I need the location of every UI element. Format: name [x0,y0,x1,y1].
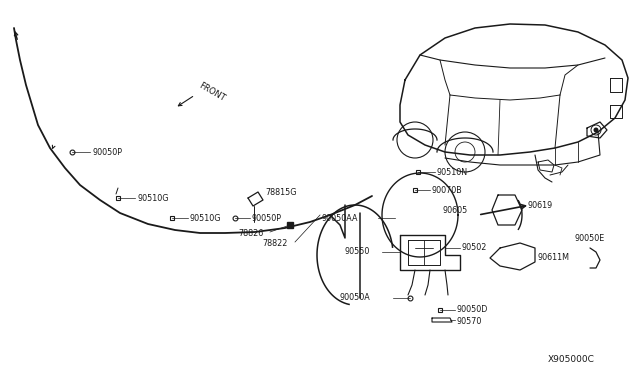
Text: 90510G: 90510G [137,193,168,202]
Text: 78826: 78826 [238,228,263,237]
Text: 90550: 90550 [345,247,371,257]
Text: 90611M: 90611M [538,253,570,263]
Text: 90510N: 90510N [437,167,468,176]
Text: 90605: 90605 [443,205,468,215]
Text: FRONT: FRONT [197,81,227,103]
Text: 90070B: 90070B [432,186,463,195]
Text: 90050AA: 90050AA [322,214,358,222]
Text: 90050P: 90050P [92,148,122,157]
Text: 90570: 90570 [457,317,483,327]
Text: 90050E: 90050E [575,234,605,243]
Text: 78822: 78822 [262,240,287,248]
Text: X905000C: X905000C [548,356,595,365]
Text: 90510G: 90510G [190,214,221,222]
Text: 90502: 90502 [462,244,488,253]
Text: 90619: 90619 [528,201,553,209]
Circle shape [593,128,598,132]
Text: 78815G: 78815G [265,187,296,196]
Text: 90050A: 90050A [340,294,371,302]
Text: 90050P: 90050P [252,214,282,222]
Text: 90050D: 90050D [457,305,488,314]
